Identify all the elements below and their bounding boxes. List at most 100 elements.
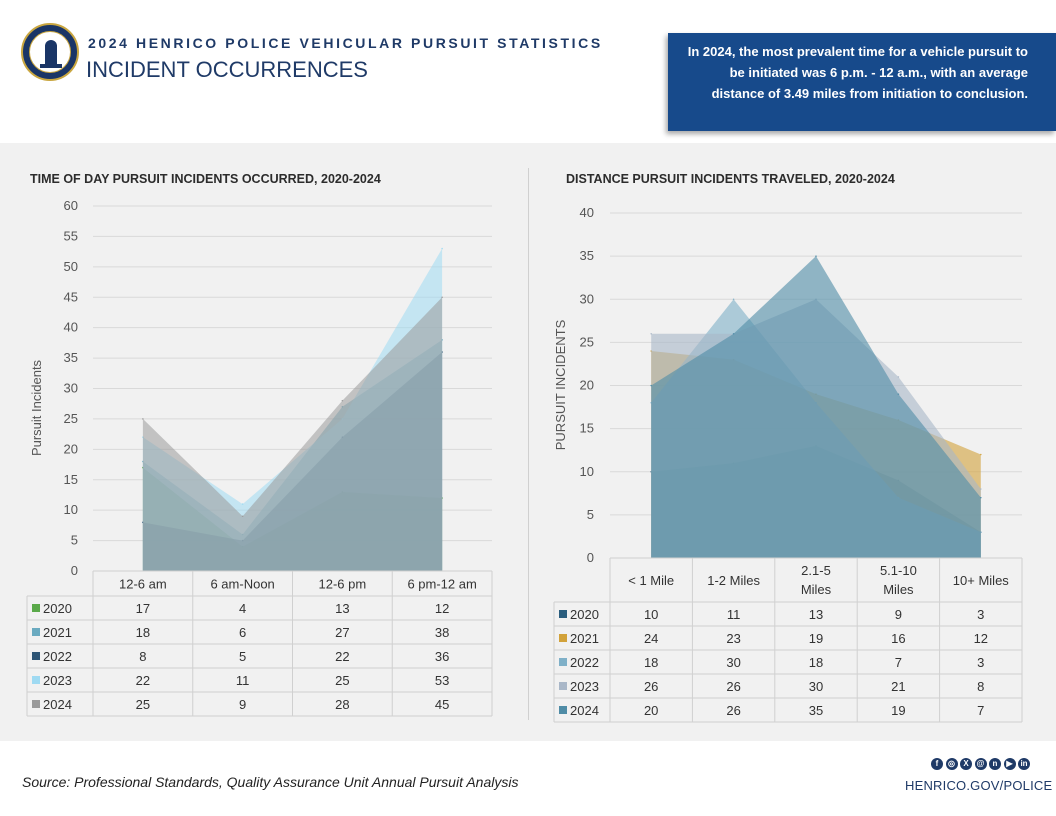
y-tick-label: 20 (580, 378, 594, 393)
instagram-icon[interactable]: ◎ (945, 758, 958, 770)
y-tick-label: 30 (64, 381, 78, 396)
y-tick-label: 55 (64, 228, 78, 243)
y-tick-label: 0 (587, 550, 594, 565)
table-cell: 24 (644, 631, 658, 646)
legend-swatch-2021 (32, 628, 40, 636)
legend-swatch-2020 (559, 610, 567, 618)
table-cell: 22 (136, 673, 150, 688)
threads-icon[interactable]: @ (974, 758, 987, 770)
youtube-icon[interactable]: ▶ (1003, 758, 1016, 770)
legend-swatch-2023 (32, 676, 40, 684)
category-label: 2.1-5 Miles (801, 563, 832, 597)
data-point-2024 (650, 384, 652, 387)
table-cell: 3 (977, 607, 984, 622)
header: 2024 HENRICO POLICE VEHICULAR PURSUIT ST… (0, 0, 1056, 143)
legend-label: 2022 (43, 649, 72, 664)
table-cell: 45 (435, 697, 449, 712)
legend-swatch-2023 (559, 682, 567, 690)
table-cell: 11 (236, 673, 250, 688)
nextdoor-icon[interactable]: n (989, 758, 1001, 770)
legend-label: 2023 (43, 673, 72, 688)
y-tick-label: 0 (71, 563, 78, 578)
table-cell: 30 (726, 655, 740, 670)
footer: Source: Professional Standards, Quality … (0, 741, 1056, 816)
y-tick-label: 25 (64, 411, 78, 426)
table-cell: 6 (239, 625, 246, 640)
table-cell: 38 (435, 625, 449, 640)
legend-label: 2021 (43, 625, 72, 640)
data-point-2021 (980, 453, 982, 456)
y-tick-label: 25 (580, 334, 594, 349)
legend-swatch-2024 (32, 700, 40, 708)
table-cell: 19 (891, 703, 905, 718)
y-axis-label: Pursuit Incidents (29, 359, 44, 456)
y-tick-label: 50 (64, 259, 78, 274)
seal-inner-ring (29, 31, 71, 73)
table-cell: 5 (239, 649, 246, 664)
legend-swatch-2022 (32, 652, 40, 660)
table-cell: 16 (891, 631, 905, 646)
linkedin-icon[interactable]: in (1018, 758, 1030, 770)
legend-label: 2020 (570, 607, 599, 622)
page-supertitle: 2024 HENRICO POLICE VEHICULAR PURSUIT ST… (88, 35, 603, 51)
data-point-2024 (980, 496, 982, 499)
table-cell: 27 (335, 625, 349, 640)
table-cell: 7 (895, 655, 902, 670)
category-label: 6 am-Noon (210, 577, 274, 592)
y-tick-label: 40 (580, 205, 594, 220)
key-finding-callout: In 2024, the most prevalent time for a v… (668, 33, 1056, 131)
table-cell: 21 (891, 679, 905, 694)
y-tick-label: 5 (587, 507, 594, 522)
x-icon[interactable]: X (960, 758, 972, 770)
table-cell: 26 (726, 703, 740, 718)
website-link[interactable]: HENRICO.GOV/POLICE (905, 778, 1053, 793)
data-point-2024 (142, 418, 144, 420)
y-tick-label: 5 (71, 533, 78, 548)
legend-swatch-2021 (559, 634, 567, 642)
table-cell: 3 (977, 655, 984, 670)
table-cell: 36 (435, 649, 449, 664)
category-label: 12-6 am (119, 577, 167, 592)
legend-swatch-2020 (32, 604, 40, 612)
area-series-2024 (142, 297, 443, 571)
legend-label: 2023 (570, 679, 599, 694)
seal-base-icon (40, 64, 62, 68)
social-icons: f ◎ X @ n ▶ in (931, 758, 1032, 772)
y-tick-label: 30 (580, 291, 594, 306)
table-cell: 8 (977, 679, 984, 694)
table-cell: 23 (726, 631, 740, 646)
table-cell: 53 (435, 673, 449, 688)
data-point-2024 (341, 399, 344, 402)
table-cell: 4 (239, 601, 246, 616)
table-cell: 28 (335, 697, 349, 712)
y-tick-label: 10 (580, 464, 594, 479)
table-cell: 18 (644, 655, 658, 670)
table-cell: 11 (727, 607, 741, 622)
police-seal-logo (21, 23, 79, 81)
table-cell: 17 (136, 601, 150, 616)
data-point-2023 (897, 376, 900, 378)
chart-title-time-of-day: TIME OF DAY PURSUIT INCIDENTS OCCURRED, … (30, 172, 381, 186)
table-cell: 12 (435, 601, 449, 616)
facebook-icon[interactable]: f (931, 758, 943, 770)
legend-swatch-2022 (559, 658, 567, 666)
table-cell: 19 (809, 631, 823, 646)
y-tick-label: 40 (64, 320, 78, 335)
data-point-2024 (441, 296, 443, 299)
category-label: 10+ Miles (953, 573, 1009, 588)
legend-label: 2022 (570, 655, 599, 670)
y-tick-label: 10 (64, 502, 78, 517)
legend-label: 2024 (43, 697, 72, 712)
table-cell: 18 (809, 655, 823, 670)
seal-figure-icon (45, 40, 57, 66)
table-cell: 35 (809, 703, 823, 718)
legend-swatch-2024 (559, 706, 567, 714)
category-label: 5.1-10 Miles (880, 563, 917, 597)
y-tick-label: 15 (580, 421, 594, 436)
y-tick-label: 60 (64, 198, 78, 213)
table-cell: 12 (974, 631, 988, 646)
table-cell: 22 (335, 649, 349, 664)
